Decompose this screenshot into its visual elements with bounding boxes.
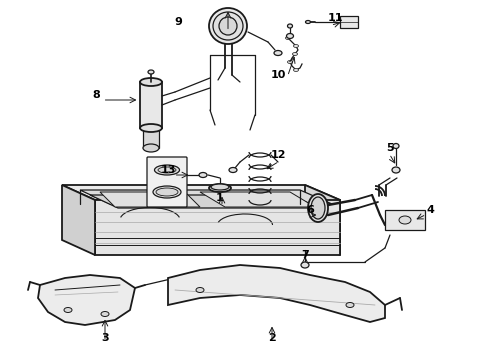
Polygon shape [90,195,320,208]
Ellipse shape [288,24,293,28]
Polygon shape [200,192,315,207]
Polygon shape [95,200,340,255]
Ellipse shape [229,167,237,172]
Text: 12: 12 [270,150,286,160]
Ellipse shape [399,216,411,224]
Ellipse shape [64,307,72,312]
Ellipse shape [199,172,207,177]
Polygon shape [385,210,425,230]
Ellipse shape [140,78,162,86]
Ellipse shape [311,197,325,219]
Text: 9: 9 [174,17,182,27]
Ellipse shape [288,60,293,63]
Ellipse shape [158,167,176,173]
Ellipse shape [287,33,294,39]
Polygon shape [140,82,162,128]
Text: 11: 11 [327,13,343,23]
FancyBboxPatch shape [147,157,187,207]
Polygon shape [38,275,135,325]
Text: 13: 13 [160,165,176,175]
Polygon shape [168,265,385,322]
Polygon shape [80,190,332,204]
Ellipse shape [101,311,109,316]
Ellipse shape [293,53,297,55]
Polygon shape [340,16,358,28]
Text: 3: 3 [101,333,109,343]
Ellipse shape [209,184,231,192]
Ellipse shape [140,124,162,132]
Ellipse shape [286,36,291,40]
Text: 8: 8 [92,90,100,100]
Polygon shape [143,128,159,148]
Polygon shape [62,185,95,255]
Ellipse shape [211,184,229,190]
Polygon shape [62,185,340,200]
Ellipse shape [213,12,243,40]
Text: 2: 2 [268,333,276,343]
Text: 4: 4 [426,205,434,215]
Ellipse shape [392,167,400,173]
Text: 5: 5 [386,143,394,153]
Ellipse shape [294,45,298,48]
Ellipse shape [143,144,159,152]
Ellipse shape [308,194,328,222]
Text: 6: 6 [306,205,314,215]
Ellipse shape [196,288,204,292]
Text: 10: 10 [270,70,286,80]
Ellipse shape [219,17,237,35]
Ellipse shape [305,21,311,23]
Ellipse shape [154,165,179,175]
Polygon shape [100,192,200,207]
Ellipse shape [156,188,178,196]
Ellipse shape [294,68,298,72]
Text: 7: 7 [301,250,309,260]
Ellipse shape [148,70,154,74]
Polygon shape [305,185,340,255]
Text: 1: 1 [216,193,224,203]
Ellipse shape [301,262,309,268]
Ellipse shape [274,50,282,55]
Ellipse shape [346,302,354,307]
Ellipse shape [153,186,181,198]
Ellipse shape [209,8,247,44]
Ellipse shape [393,144,399,148]
